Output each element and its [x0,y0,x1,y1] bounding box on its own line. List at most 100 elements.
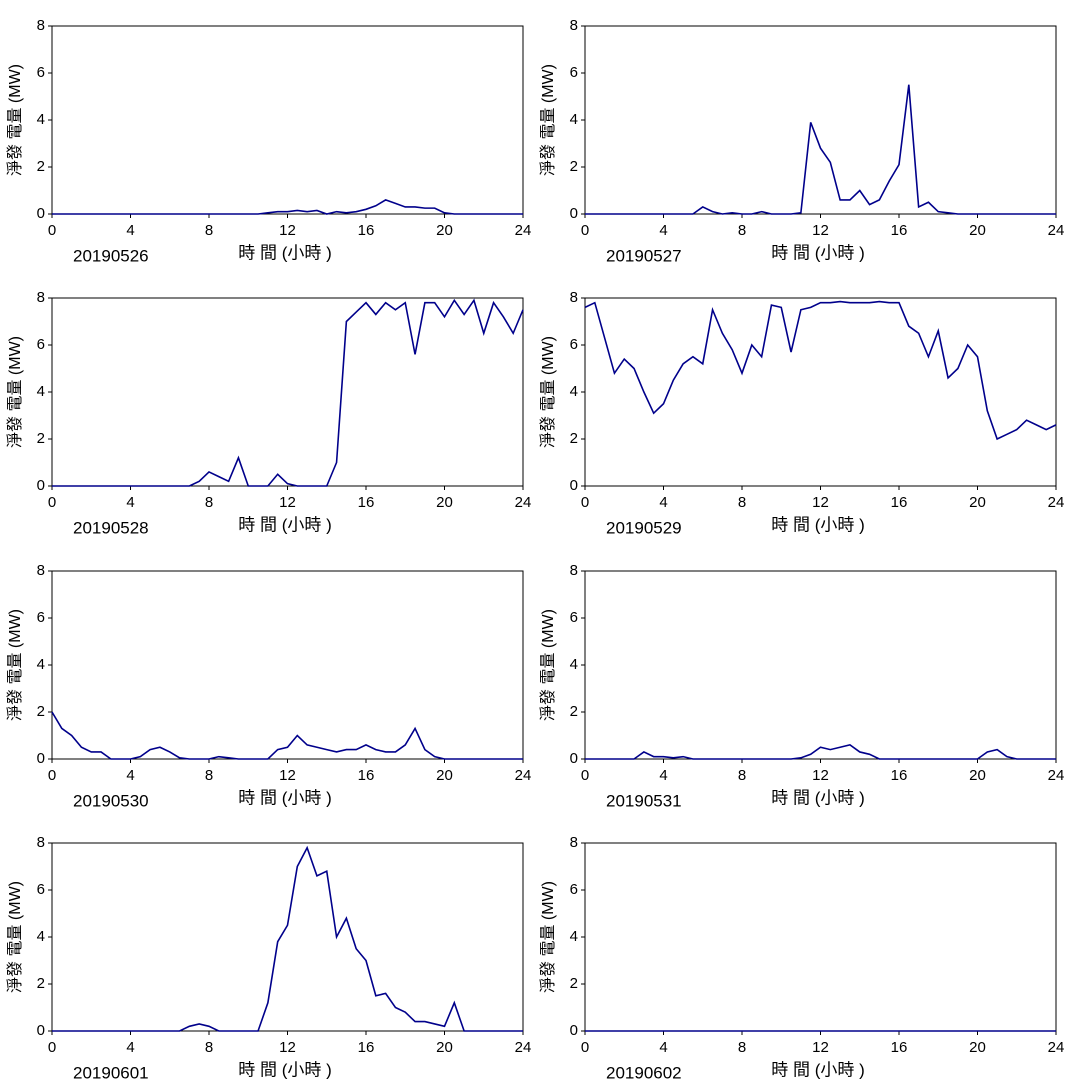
x-tick-label: 0 [48,494,56,511]
x-tick-label: 8 [205,1039,213,1056]
x-tick-label: 16 [891,494,908,511]
y-tick-label: 2 [37,975,45,992]
x-tick-label: 4 [659,222,667,239]
y-tick-label: 6 [37,609,45,626]
data-line [52,199,523,215]
data-line [51,711,523,760]
y-tick-label: 2 [570,703,578,720]
y-tick-label: 6 [37,336,45,353]
x-tick-label: 20 [436,222,453,239]
plot-frame [584,842,1057,1032]
y-tick-label: 8 [570,834,578,851]
x-tick-label: 24 [515,222,532,239]
x-tick-label: 4 [126,222,134,239]
x-axis-title: 時 間 (小時 ) [238,515,332,534]
y-tick-label: 0 [37,750,45,767]
y-tick-label: 6 [570,881,578,898]
y-tick-label: 8 [570,562,578,579]
x-tick-label: 12 [812,222,829,239]
y-tick-label: 8 [37,17,45,34]
x-tick-label: 12 [812,1039,829,1056]
y-tick-label: 2 [570,975,578,992]
date-label: 20190527 [606,246,682,265]
x-tick-label: 12 [812,767,829,784]
x-tick-label: 8 [205,494,213,511]
y-tick-label: 8 [37,289,45,306]
x-tick-label: 12 [279,1039,296,1056]
x-tick-label: 24 [1048,222,1065,239]
plot-frame [51,842,524,1032]
plot-frame [584,25,1057,215]
x-tick-label: 16 [358,222,375,239]
y-tick-label: 6 [37,64,45,81]
y-tick-label: 0 [37,205,45,222]
x-tick-label: 8 [205,222,213,239]
date-label: 20190529 [606,518,682,537]
y-tick-label: 4 [37,656,45,673]
y-tick-label: 6 [37,881,45,898]
y-tick-label: 8 [570,17,578,34]
x-axis-title: 時 間 (小時 ) [771,515,865,534]
x-tick-label: 0 [48,222,56,239]
x-tick-label: 8 [738,767,746,784]
x-tick-label: 20 [969,767,986,784]
x-tick-label: 12 [812,494,829,511]
date-label: 20190528 [73,518,149,537]
y-tick-label: 2 [570,158,578,175]
x-tick-label: 0 [581,494,589,511]
x-tick-label: 12 [279,767,296,784]
x-tick-label: 24 [1048,767,1065,784]
y-tick-label: 0 [570,750,578,767]
x-tick-label: 20 [436,767,453,784]
x-tick-label: 16 [358,494,375,511]
x-tick-label: 4 [126,494,134,511]
data-line [585,744,1056,760]
y-axis-title: 淨發 電量 (MW) [6,881,24,993]
date-label: 20190602 [606,1063,682,1082]
y-axis-title: 淨發 電量 (MW) [539,64,557,176]
y-tick-label: 0 [570,1022,578,1039]
x-tick-label: 20 [436,1039,453,1056]
y-tick-label: 2 [37,703,45,720]
y-tick-label: 6 [570,64,578,81]
data-line [52,845,523,1032]
x-tick-label: 0 [48,1039,56,1056]
y-axis-title: 淨發 電量 (MW) [6,64,24,176]
x-tick-label: 20 [969,222,986,239]
y-tick-label: 0 [37,477,45,494]
date-label: 20190531 [606,791,682,810]
x-axis-title: 時 間 (小時 ) [238,788,332,807]
x-tick-label: 24 [515,767,532,784]
plot-frame [51,570,524,760]
y-tick-label: 4 [570,383,578,400]
x-tick-label: 24 [1048,494,1065,511]
x-tick-label: 4 [659,494,667,511]
y-tick-label: 4 [570,928,578,945]
x-tick-label: 12 [279,494,296,511]
y-tick-label: 6 [570,336,578,353]
y-tick-label: 6 [570,609,578,626]
y-axis-title: 淨發 電量 (MW) [539,881,557,993]
x-axis-title: 時 間 (小時 ) [771,788,865,807]
date-label: 20190530 [73,791,149,810]
x-tick-label: 0 [581,767,589,784]
x-axis-title: 時 間 (小時 ) [238,1060,332,1079]
x-tick-label: 16 [358,1039,375,1056]
y-tick-label: 0 [570,205,578,222]
y-axis-title: 淨發 電量 (MW) [6,336,24,448]
x-tick-label: 4 [126,1039,134,1056]
y-tick-label: 4 [570,111,578,128]
data-line [52,298,524,487]
x-tick-label: 0 [48,767,56,784]
x-tick-label: 0 [581,1039,589,1056]
y-tick-label: 4 [570,656,578,673]
y-tick-label: 2 [570,430,578,447]
x-tick-label: 24 [515,494,532,511]
data-line [584,300,1057,441]
plot-frame [584,297,1057,487]
y-tick-label: 4 [37,383,45,400]
x-tick-label: 4 [659,767,667,784]
x-tick-label: 4 [126,767,134,784]
x-tick-label: 20 [969,1039,986,1056]
